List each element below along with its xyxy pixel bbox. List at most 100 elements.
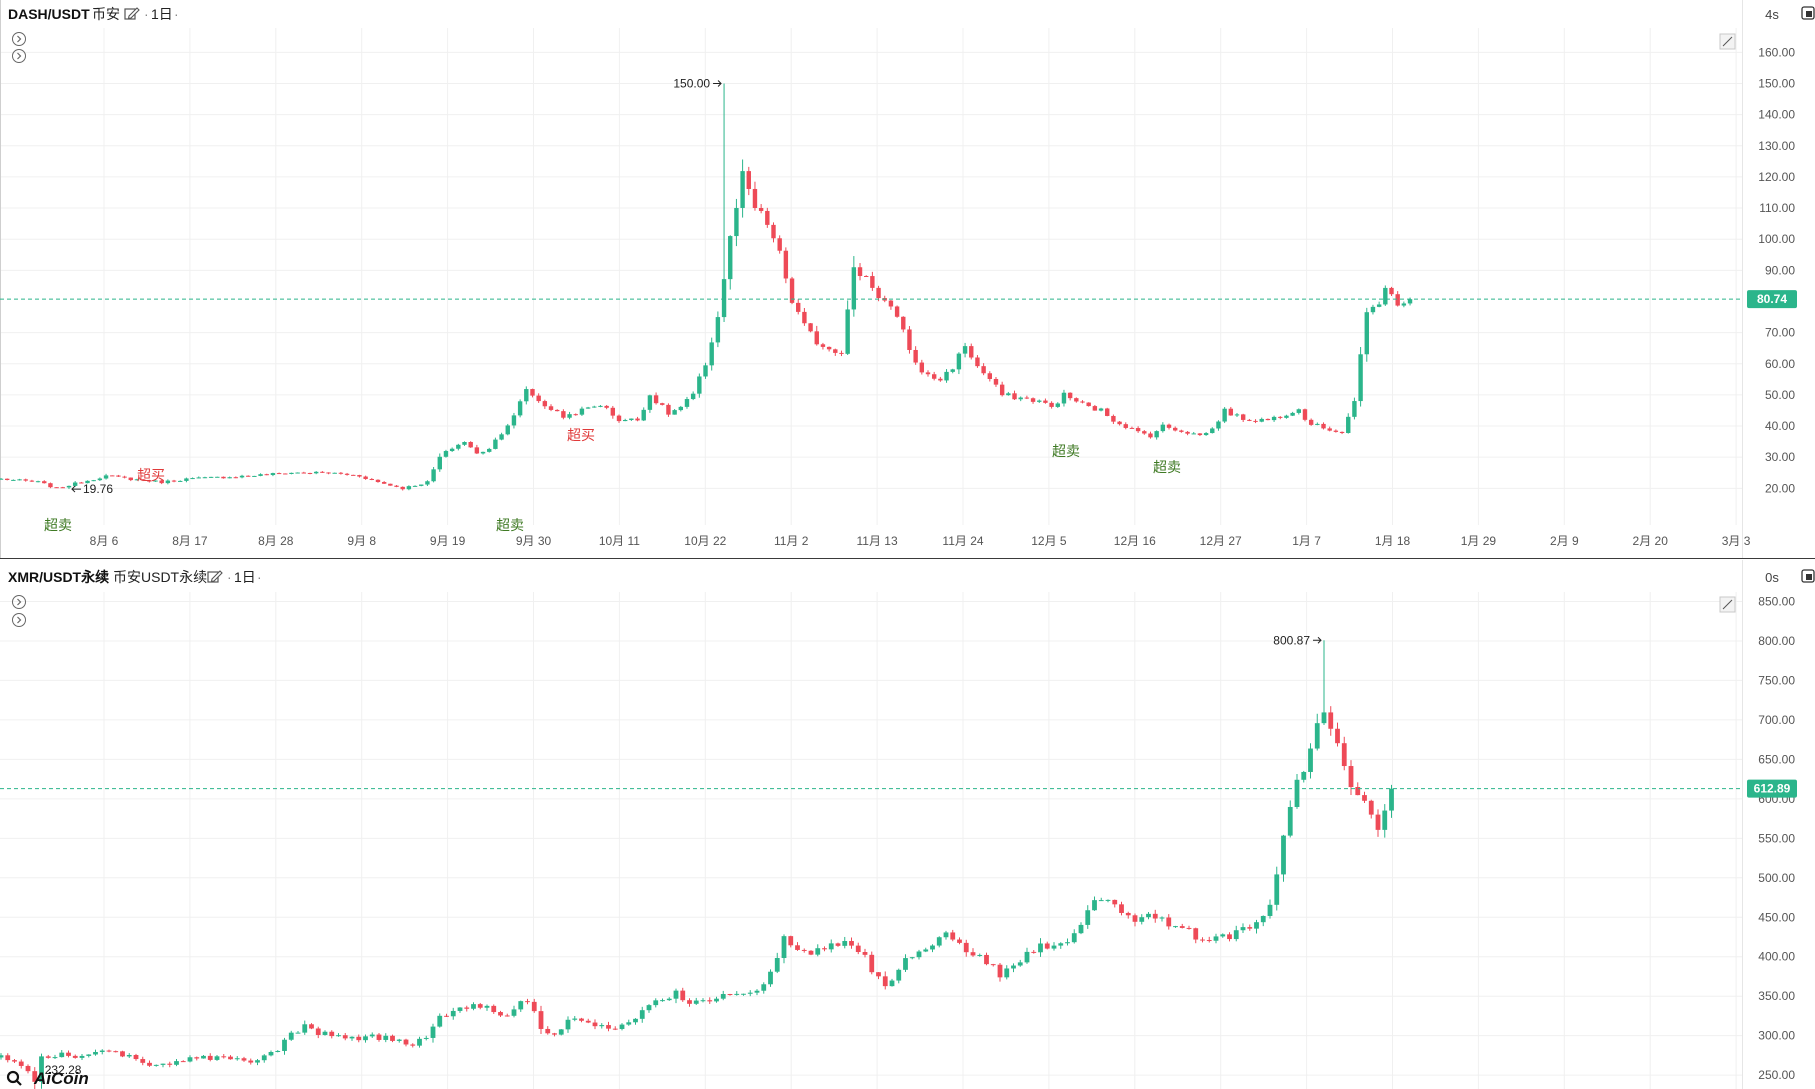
bottom-symbol[interactable]: XMR/USDT永续 [8,569,109,585]
candle-body [1206,940,1212,942]
bottom-collapse-buttons[interactable] [12,595,26,627]
bottom-low-label: 232.28 [45,1063,82,1077]
chevron-right-circle-icon[interactable] [12,595,26,609]
date-tick-label: 11月 24 [942,534,983,548]
candle-body [1382,810,1388,830]
candle-body [295,472,300,474]
top-interval[interactable]: 1日 [151,6,173,22]
date-tick-label: 3月 3 [1722,534,1751,548]
price-tick-label: 400.00 [1758,950,1795,964]
top-candles [0,83,1413,491]
candle-body [919,362,925,373]
candle-body [241,1058,247,1061]
candle-body [1333,430,1339,432]
candle-body [0,478,4,480]
candle-body [1092,406,1098,411]
candle-body [233,477,239,479]
candle-body [1287,806,1293,836]
edit-icon[interactable] [207,570,223,583]
candle-body [943,932,949,938]
price-tick-label: 450.00 [1758,910,1795,924]
bottom-maximize-icon[interactable] [1801,569,1815,583]
candle-body [622,420,628,422]
candle-body [579,1018,584,1021]
candle-body [864,276,869,278]
candle-body [1051,945,1057,949]
bottom-chart-grid [0,592,1742,1089]
candle-body [1290,412,1295,416]
candle-body [221,476,226,479]
bottom-interval[interactable]: 1日 [234,569,256,585]
candle-body [894,306,900,317]
edit-icon[interactable] [124,7,140,20]
chevron-right-circle-icon[interactable] [12,613,26,627]
candle-body [159,480,164,484]
candle-body [180,1061,186,1063]
top-fit-icon[interactable] [1719,33,1736,50]
price-tick-label: 250.00 [1758,1068,1795,1082]
chevron-right-circle-icon[interactable] [12,49,26,63]
candle-body [957,939,962,943]
candle-body [612,1028,618,1030]
candle-body [468,442,473,448]
price-tick-label: 120.00 [1758,170,1795,184]
candle-body [410,1044,416,1046]
candle-body [869,954,875,973]
candle-body [629,418,634,421]
candle-body [690,393,696,400]
candle-body [66,1052,71,1056]
candle-body [477,1004,483,1008]
candle-body [480,451,486,454]
candle-body [264,474,269,476]
candle-body [970,952,976,956]
candle-body [1281,835,1286,875]
candle-body [950,932,956,940]
candle-body [1389,287,1394,295]
candle-body [647,395,653,410]
candle-body [128,477,133,481]
candle-body [1185,431,1190,434]
candle-body [653,1000,659,1006]
candle-body [641,409,646,421]
candle-body [931,374,937,379]
candle-body [504,1015,510,1017]
top-symbol[interactable]: DASH/USDT [8,6,90,22]
candle-body [1061,392,1067,404]
candle-body [72,1055,78,1058]
candle-body [1327,428,1332,431]
candle-body [1348,766,1354,787]
candle-body [423,1037,429,1039]
candle-body [5,1055,11,1061]
candle-body [394,485,399,487]
candle-body [962,346,968,354]
candle-body [425,481,430,485]
candle-body [542,401,548,407]
candle-body [1302,409,1308,420]
candle-body [1193,928,1199,940]
candle-body [1247,927,1253,929]
top-maximize-icon[interactable] [1801,6,1815,20]
candle-body [86,1054,92,1056]
candle-body [23,479,28,481]
candle-body [585,1020,591,1023]
candle-body [18,1061,24,1066]
candle-body [984,954,989,965]
bottom-fit-icon[interactable] [1719,596,1736,613]
candle-body [1267,904,1273,916]
candle-body [754,990,760,993]
candle-body [1352,401,1357,417]
signal-overbought: 超买 [567,427,595,443]
candle-body [619,1024,625,1029]
candle-body [592,406,597,408]
date-tick-label: 1月 7 [1292,534,1321,548]
candle-body [449,448,455,452]
candle-body [464,1007,470,1009]
signal-oversold: 超卖 [1052,443,1080,459]
candle-body [855,945,861,953]
chevron-right-circle-icon[interactable] [12,32,26,46]
top-collapse-buttons[interactable] [12,32,26,63]
candle-body [531,1001,537,1012]
bottom-header-separator: · [257,569,262,585]
candle-body [678,406,683,411]
candle-body [97,478,103,481]
